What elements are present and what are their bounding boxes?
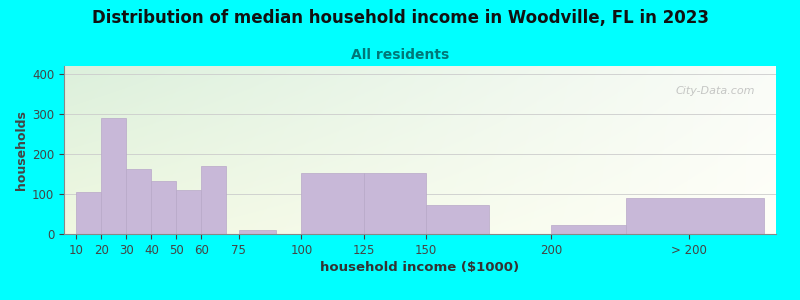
Bar <box>426 205 489 234</box>
Text: Distribution of median household income in Woodville, FL in 2023: Distribution of median household income … <box>91 9 709 27</box>
Bar <box>102 118 126 234</box>
Bar <box>626 198 763 234</box>
X-axis label: household income ($1000): household income ($1000) <box>321 261 519 274</box>
Bar <box>239 230 276 234</box>
Text: City-Data.com: City-Data.com <box>675 86 754 96</box>
Bar <box>364 173 426 234</box>
Text: All residents: All residents <box>351 48 449 62</box>
Bar <box>151 181 177 234</box>
Bar <box>77 192 102 234</box>
Bar <box>302 173 364 234</box>
Bar <box>202 166 226 234</box>
Bar <box>177 190 202 234</box>
Y-axis label: households: households <box>15 110 28 190</box>
Bar <box>551 225 626 234</box>
Bar <box>126 169 151 234</box>
